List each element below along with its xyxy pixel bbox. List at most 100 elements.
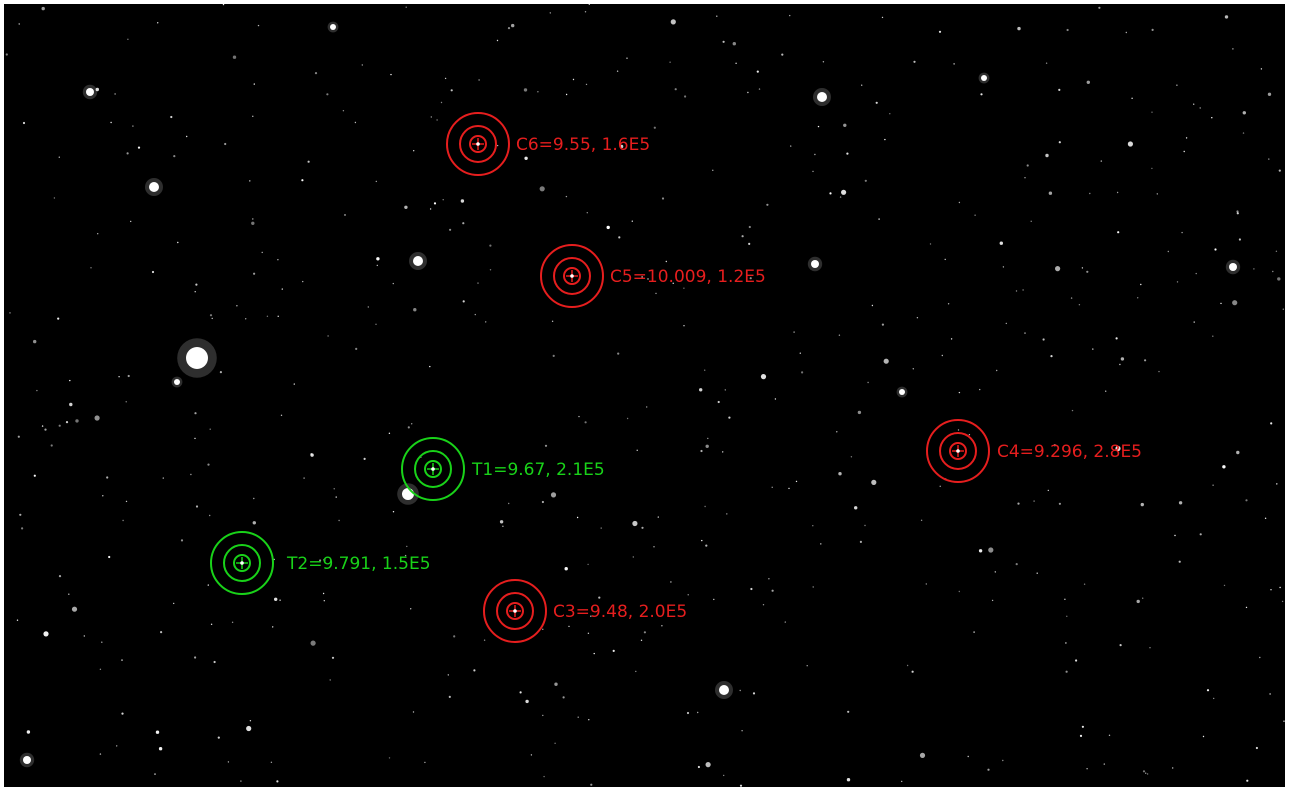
star bbox=[272, 626, 274, 628]
star bbox=[1232, 300, 1238, 306]
star bbox=[252, 115, 254, 118]
star bbox=[227, 761, 230, 763]
star bbox=[232, 55, 237, 59]
star bbox=[1223, 584, 1226, 587]
star bbox=[549, 12, 551, 14]
apertures-layer: C6=9.55, 1.6E5 C5=10.009, 1.2E5 T1=9.67,… bbox=[210, 112, 1142, 643]
star bbox=[1115, 337, 1118, 340]
star bbox=[1202, 735, 1205, 738]
star bbox=[314, 72, 318, 75]
aperture-c4[interactable]: C4=9.296, 2.8E5 bbox=[926, 419, 1142, 483]
aperture-c3[interactable]: C3=9.48, 2.0E5 bbox=[483, 579, 687, 643]
astronomy-image[interactable]: C6=9.55, 1.6E5 C5=10.009, 1.2E5 T1=9.67,… bbox=[4, 4, 1285, 787]
star bbox=[839, 196, 842, 198]
star bbox=[584, 421, 587, 424]
outer-annulus-ring bbox=[210, 531, 274, 595]
star bbox=[576, 516, 579, 519]
star bbox=[1185, 137, 1188, 139]
star bbox=[1127, 141, 1133, 147]
star bbox=[619, 144, 624, 149]
star bbox=[987, 768, 990, 771]
star bbox=[1026, 164, 1029, 167]
star bbox=[968, 434, 971, 436]
star bbox=[881, 16, 884, 19]
star bbox=[572, 78, 575, 81]
aperture-c6[interactable]: C6=9.55, 1.6E5 bbox=[446, 112, 650, 176]
outer-annulus-ring bbox=[540, 244, 604, 308]
star bbox=[1211, 117, 1213, 119]
star bbox=[310, 640, 316, 646]
star bbox=[69, 402, 73, 407]
star bbox=[330, 24, 336, 30]
star bbox=[925, 583, 927, 585]
star bbox=[1275, 250, 1278, 252]
star bbox=[392, 282, 394, 285]
star bbox=[641, 526, 644, 529]
star bbox=[125, 401, 127, 403]
star bbox=[756, 70, 759, 73]
star bbox=[626, 57, 628, 59]
star bbox=[106, 476, 109, 479]
aperture-t2[interactable]: T2=9.791, 1.5E5 bbox=[210, 531, 431, 595]
star bbox=[829, 192, 832, 195]
star bbox=[217, 736, 220, 739]
star bbox=[281, 288, 283, 290]
star bbox=[683, 287, 685, 289]
star bbox=[429, 208, 432, 210]
star bbox=[704, 369, 706, 371]
star bbox=[219, 371, 222, 374]
star bbox=[99, 753, 102, 755]
star bbox=[920, 519, 923, 521]
star bbox=[801, 371, 804, 374]
star bbox=[246, 725, 252, 732]
star bbox=[544, 444, 548, 447]
star bbox=[565, 93, 568, 96]
star bbox=[861, 84, 863, 86]
aperture-label-c6: C6=9.55, 1.6E5 bbox=[516, 135, 650, 155]
star bbox=[554, 742, 556, 744]
star bbox=[1137, 297, 1139, 299]
star bbox=[600, 527, 602, 529]
star bbox=[760, 374, 767, 380]
star bbox=[683, 325, 685, 327]
star bbox=[121, 659, 123, 661]
star bbox=[1071, 409, 1074, 412]
star bbox=[277, 259, 279, 261]
star bbox=[333, 488, 335, 490]
star bbox=[483, 639, 486, 641]
aperture-c5[interactable]: C5=10.009, 1.2E5 bbox=[540, 244, 766, 308]
star bbox=[618, 236, 621, 239]
star bbox=[388, 757, 391, 759]
star bbox=[588, 4, 590, 5]
star bbox=[151, 270, 155, 274]
star bbox=[788, 487, 790, 490]
star bbox=[587, 563, 589, 566]
star bbox=[1042, 338, 1045, 341]
star bbox=[768, 578, 770, 580]
aperture-label-c3: C3=9.48, 2.0E5 bbox=[553, 602, 687, 622]
star bbox=[154, 773, 156, 775]
star bbox=[854, 506, 858, 510]
star bbox=[1220, 302, 1222, 305]
star bbox=[376, 264, 378, 267]
star bbox=[1117, 231, 1120, 234]
star bbox=[999, 241, 1003, 245]
star bbox=[253, 497, 255, 500]
star bbox=[118, 376, 120, 378]
star bbox=[322, 592, 325, 595]
star bbox=[875, 101, 878, 104]
star bbox=[653, 546, 655, 548]
star bbox=[127, 374, 130, 378]
star bbox=[1098, 6, 1101, 9]
star bbox=[450, 89, 453, 92]
star bbox=[578, 415, 580, 418]
star bbox=[1270, 589, 1272, 591]
star bbox=[1172, 767, 1174, 769]
aperture-t1[interactable]: T1=9.67, 2.1E5 bbox=[401, 437, 605, 501]
star bbox=[1045, 62, 1048, 64]
star bbox=[213, 660, 216, 664]
star bbox=[9, 312, 11, 314]
star bbox=[1224, 15, 1229, 19]
star bbox=[1058, 141, 1061, 144]
star bbox=[641, 276, 643, 278]
